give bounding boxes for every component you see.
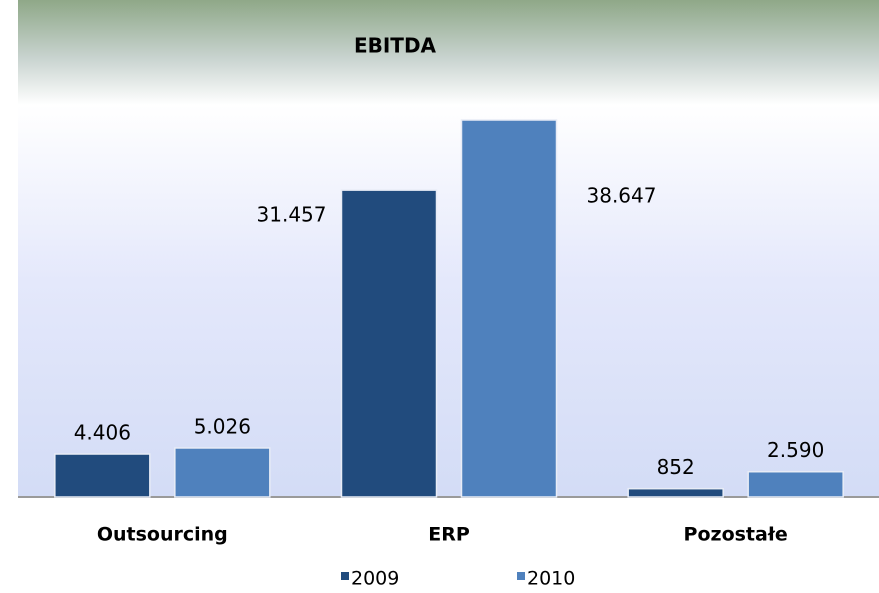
data-label: 4.406 — [74, 421, 131, 445]
legend-swatch — [517, 572, 525, 580]
bar — [174, 447, 271, 498]
data-label: 5.026 — [194, 414, 251, 438]
plot-area — [18, 105, 879, 497]
x-tick-label: Outsourcing — [97, 524, 228, 546]
data-label: 31.457 — [257, 203, 327, 227]
bar — [340, 189, 438, 498]
data-label: 2.590 — [767, 438, 824, 462]
bar — [54, 453, 151, 498]
bar — [460, 119, 558, 498]
chart-title: EBITDA — [354, 34, 437, 58]
legend-swatch — [341, 572, 349, 580]
data-label: 852 — [657, 455, 695, 479]
legend-label: 2010 — [527, 568, 575, 590]
bar — [747, 470, 844, 498]
header-band — [18, 0, 879, 105]
x-tick-label: Pozostałe — [684, 524, 788, 546]
data-label: 38.647 — [587, 184, 657, 208]
legend-label: 2009 — [351, 568, 399, 590]
bar — [627, 487, 724, 498]
x-tick-label: ERP — [428, 524, 470, 546]
